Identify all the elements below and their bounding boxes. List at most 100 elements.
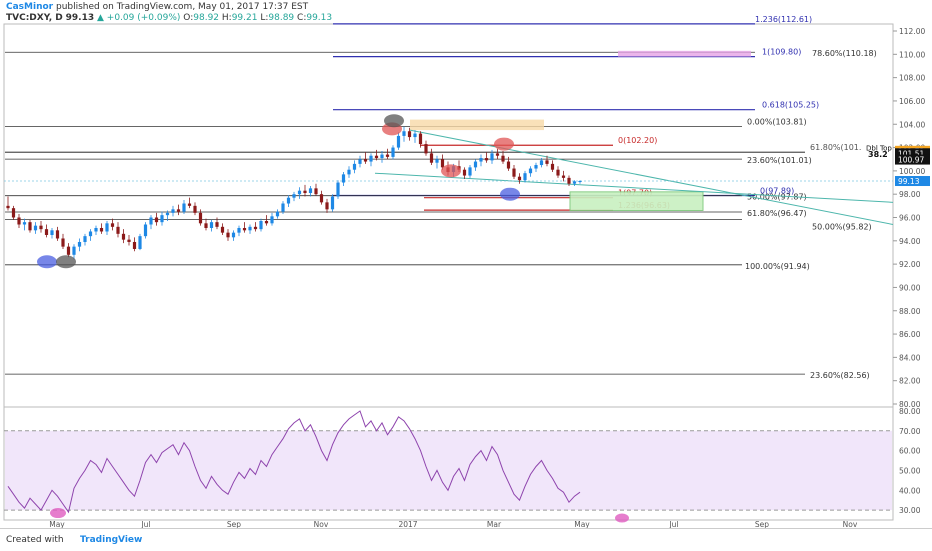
candle-body-77 xyxy=(429,153,434,163)
candle-body-64 xyxy=(358,159,362,164)
change-value: +0.09 (+0.09%) xyxy=(106,13,181,23)
candle-body-3 xyxy=(22,222,27,225)
candle-body-32 xyxy=(182,203,186,212)
high-value: 99.21 xyxy=(231,13,258,23)
high-label: H: xyxy=(221,13,232,23)
candle-body-57 xyxy=(319,194,324,203)
candle-body-0 xyxy=(6,205,10,209)
candle-body-47 xyxy=(264,220,269,224)
ellipse-target xyxy=(500,187,520,201)
candle-body-99 xyxy=(550,163,555,170)
price-tag-1: 101.51 xyxy=(898,149,924,158)
candle-body-96 xyxy=(534,165,538,169)
candle-body-63 xyxy=(352,163,357,170)
candle-body-16 xyxy=(94,227,98,232)
misc-label-0: 38.2 xyxy=(868,150,888,159)
candle-body-44 xyxy=(248,226,252,231)
candle-body-95 xyxy=(528,168,533,174)
candle-body-75 xyxy=(418,133,423,145)
candle-body-60 xyxy=(336,182,340,197)
candle-body-48 xyxy=(270,216,274,224)
candle-body-23 xyxy=(132,241,137,249)
time-tick-label-8: Sep xyxy=(755,520,769,529)
author-link[interactable]: CasMinor xyxy=(6,2,54,12)
candle-body-59 xyxy=(330,196,335,210)
open-label: O: xyxy=(183,13,194,23)
candle-body-94 xyxy=(523,173,527,181)
candle-body-6 xyxy=(39,225,43,230)
time-tick-label-6: May xyxy=(574,520,590,529)
candle-body-70 xyxy=(391,147,395,157)
price-tick-label-7: 94.00 xyxy=(899,237,921,246)
candle-body-53 xyxy=(297,190,302,195)
candle-body-2 xyxy=(17,217,21,225)
tradingview-logo[interactable]: TradingView xyxy=(80,535,143,545)
candle-body-40 xyxy=(226,232,230,238)
price-tick-label-9: 98.00 xyxy=(899,190,921,199)
candle-body-71 xyxy=(396,135,401,148)
candle-body-76 xyxy=(424,144,428,154)
price-tick-label-8: 96.00 xyxy=(899,214,921,223)
candle-body-92 xyxy=(512,168,516,177)
rsi-marker-2 xyxy=(615,513,629,523)
candle-body-90 xyxy=(501,155,505,162)
fib-label-15: 23.60%(82.56) xyxy=(810,371,870,380)
price-tag-2: 100.97 xyxy=(898,156,924,165)
rsi-band xyxy=(5,430,892,511)
fib-label-13: 50.00%(95.82) xyxy=(812,223,872,232)
fib-label-5: 0(102.20) xyxy=(618,136,657,145)
candle-body-17 xyxy=(99,227,104,232)
candle-body-102 xyxy=(567,177,571,184)
candle-body-4 xyxy=(28,222,32,231)
time-tick-label-4: 2017 xyxy=(398,520,417,529)
footer: Created with TradingView xyxy=(0,528,932,551)
candle-body-103 xyxy=(572,181,577,184)
support-zone xyxy=(569,191,704,212)
candle-body-58 xyxy=(325,202,329,210)
candle-body-11 xyxy=(66,246,71,255)
fib-label-6: 61.80%(101. xyxy=(810,143,861,152)
candle-body-21 xyxy=(121,233,126,240)
price-tick-label-2: 84.00 xyxy=(899,353,921,362)
price-tick-label-10: 100.00 xyxy=(899,167,925,176)
candle-body-24 xyxy=(138,236,142,249)
rsi-line xyxy=(7,410,581,514)
fib-label-7: 23.60%(101.01) xyxy=(747,156,812,165)
close-value: 99.13 xyxy=(306,13,333,23)
rsi-tick-label-2: 50.00 xyxy=(899,466,921,475)
candle-body-49 xyxy=(275,211,280,217)
candle-body-50 xyxy=(281,203,285,212)
candle-body-51 xyxy=(286,197,291,204)
fib-label-1: 1(109.80) xyxy=(762,48,801,57)
time-tick-label-2: Sep xyxy=(227,520,241,529)
fib-label-0: 1.236(112.61) xyxy=(755,15,812,24)
candle-body-101 xyxy=(561,175,566,178)
price-tick-label-5: 90.00 xyxy=(899,283,921,292)
candle-body-10 xyxy=(61,238,65,247)
candle-body-73 xyxy=(407,131,412,138)
candle-body-19 xyxy=(110,223,115,227)
candle-body-46 xyxy=(259,220,263,230)
candle-body-15 xyxy=(88,231,93,237)
publish-info: CasMinor published on TradingView.com, M… xyxy=(6,2,308,12)
candle-body-22 xyxy=(127,239,131,242)
candle-body-68 xyxy=(380,154,384,159)
fib-label-10: 50.00%(97.87) xyxy=(747,193,807,202)
candle-body-9 xyxy=(55,230,60,239)
time-tick-label-3: Nov xyxy=(314,520,329,529)
candle-body-31 xyxy=(176,209,181,212)
candle-body-29 xyxy=(165,212,170,216)
time-tick-label-9: Nov xyxy=(843,520,858,529)
candle-body-8 xyxy=(50,230,54,235)
candle-body-52 xyxy=(292,194,296,198)
candle-body-83 xyxy=(462,169,467,176)
published-text: published on TradingView.com, May 01, 20… xyxy=(55,2,309,12)
ellipse-top-2 xyxy=(384,114,404,128)
low-label: L: xyxy=(260,13,269,23)
candle-body-20 xyxy=(116,226,120,234)
created-with-text: Created with xyxy=(6,535,64,545)
fib-label-14: 100.00%(91.94) xyxy=(745,262,810,271)
candle-body-98 xyxy=(545,160,549,164)
candle-body-87 xyxy=(484,158,489,161)
